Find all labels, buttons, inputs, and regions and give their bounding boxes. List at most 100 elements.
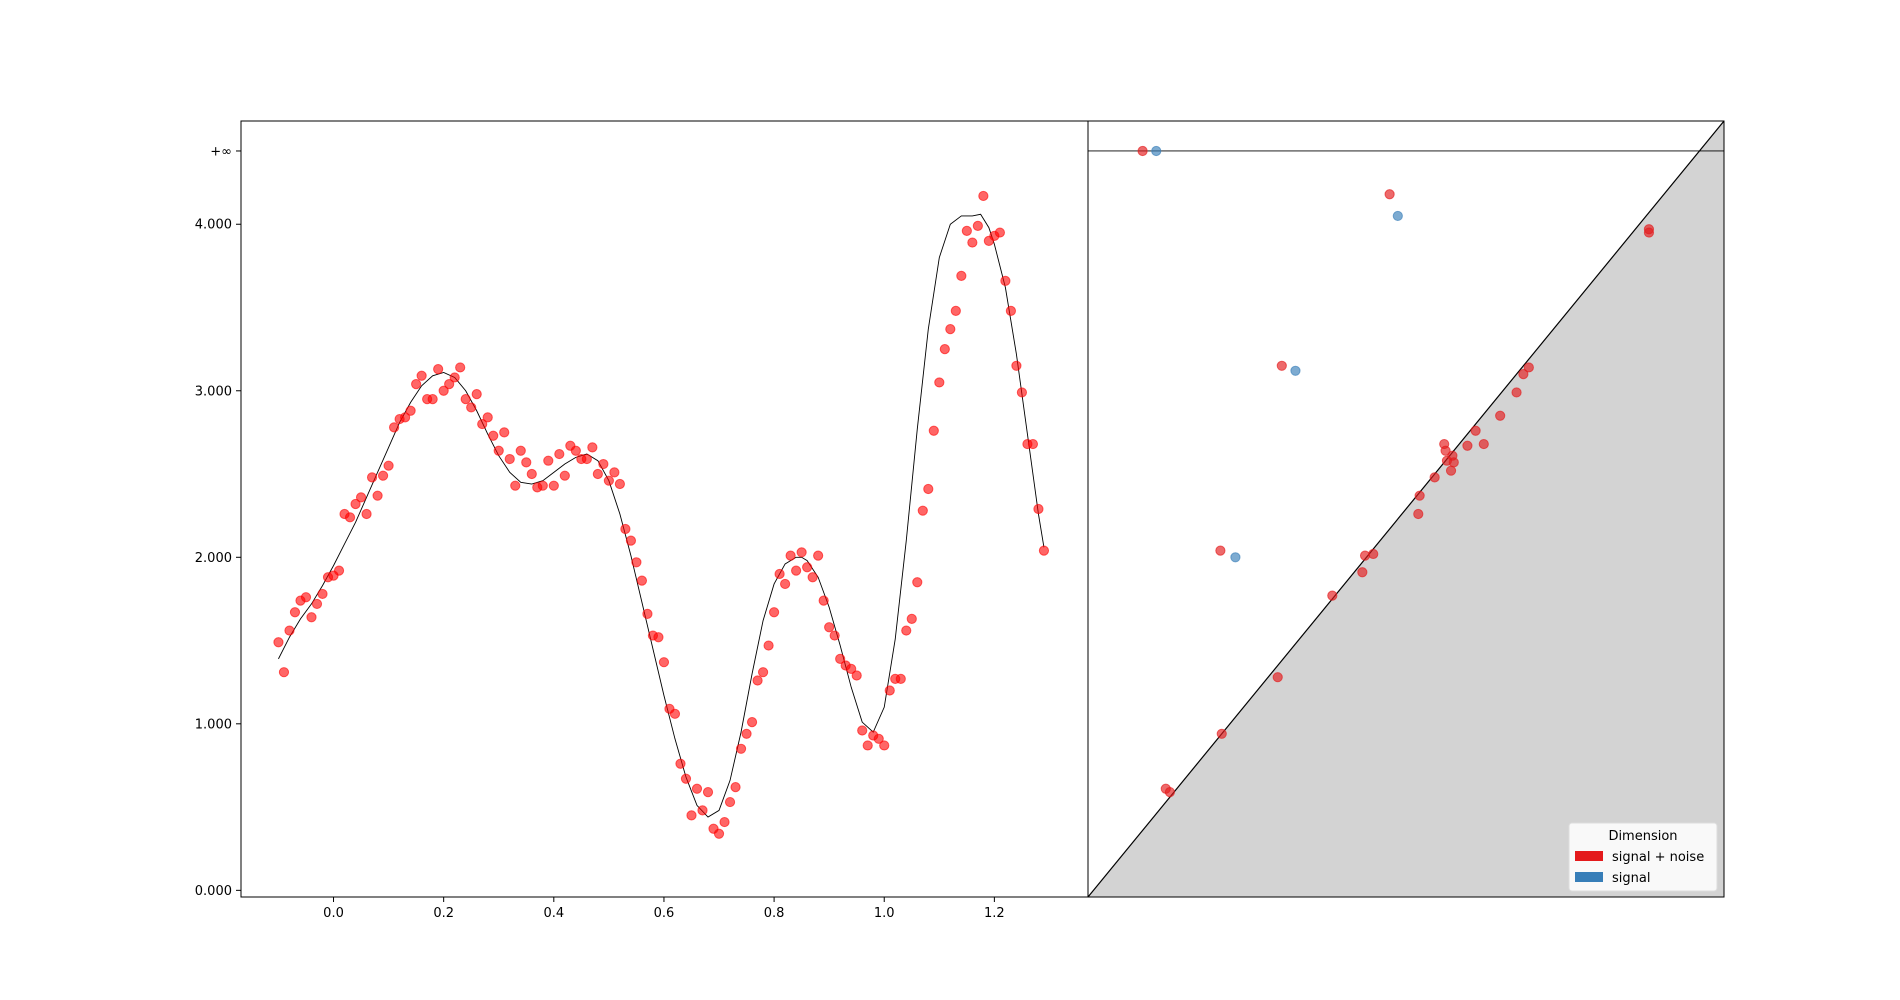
noisy-point bbox=[366, 472, 378, 483]
noisy-point bbox=[460, 393, 471, 405]
noisy-point bbox=[978, 190, 989, 202]
noisy-point bbox=[344, 512, 356, 523]
noisy-point bbox=[361, 508, 372, 520]
noisy-point bbox=[658, 657, 670, 668]
noisy-point bbox=[697, 805, 708, 816]
noisy-point bbox=[350, 498, 361, 510]
noisy-point bbox=[355, 492, 367, 503]
noisy-point bbox=[730, 781, 741, 793]
noisy-point bbox=[570, 445, 581, 456]
noisy-point bbox=[895, 673, 906, 684]
signal-point bbox=[1151, 145, 1162, 157]
noisy-point bbox=[829, 630, 840, 641]
noisy-point bbox=[389, 422, 400, 433]
signal-curve bbox=[278, 213, 1045, 818]
noisy-point bbox=[994, 227, 1005, 238]
signal-noise-point bbox=[1359, 550, 1371, 561]
x-axis-ticks: 0.0 0.2 0.4 0.6 0.8 1.0 1.2 bbox=[323, 897, 1005, 921]
noisy-point bbox=[967, 237, 978, 248]
diagonal-line bbox=[1088, 121, 1724, 897]
noisy-point bbox=[785, 550, 796, 561]
noisy-point bbox=[278, 667, 290, 678]
noisy-point bbox=[846, 663, 857, 674]
x-tick-label: 0.2 bbox=[433, 906, 454, 921]
noisy-point bbox=[702, 786, 714, 798]
noisy-point bbox=[289, 607, 301, 618]
noisy-point bbox=[482, 412, 493, 423]
legend-label-signal: signal bbox=[1612, 871, 1650, 886]
signal-noise-point bbox=[1518, 369, 1529, 380]
noisy-point bbox=[713, 828, 725, 839]
persistence-points-layer bbox=[1137, 145, 1655, 798]
noisy-point bbox=[625, 535, 637, 546]
noisy-point bbox=[680, 773, 692, 784]
noisy-point bbox=[537, 480, 548, 491]
noisy-point bbox=[273, 637, 284, 648]
noisy-point bbox=[444, 379, 455, 390]
legend: Dimension signal + noise signal bbox=[1568, 822, 1718, 892]
noisy-point bbox=[741, 728, 752, 739]
noisy-point bbox=[438, 385, 449, 396]
signal-curve-layer bbox=[278, 213, 1045, 818]
noisy-point bbox=[768, 607, 780, 618]
noisy-point bbox=[724, 796, 736, 808]
noisy-point bbox=[372, 490, 383, 501]
noisy-point bbox=[581, 453, 592, 465]
y-tick-label: +∞ bbox=[210, 144, 232, 159]
noisy-point bbox=[488, 430, 499, 441]
x-tick-label: 1.2 bbox=[984, 906, 1005, 921]
signal-noise-point bbox=[1462, 440, 1473, 451]
noisy-point bbox=[972, 220, 983, 232]
noisy-point bbox=[411, 379, 422, 390]
noisy-point bbox=[515, 445, 526, 456]
noisy-point bbox=[1000, 275, 1011, 286]
signal-noise-point bbox=[1429, 472, 1440, 483]
signal-noise-point bbox=[1440, 445, 1451, 456]
legend-box bbox=[1568, 822, 1718, 892]
noisy-point bbox=[311, 598, 323, 610]
legend-label-signal-noise: signal + noise bbox=[1612, 850, 1704, 865]
noisy-point bbox=[851, 670, 862, 681]
noisy-point bbox=[433, 364, 444, 375]
x-tick-label: 0.8 bbox=[764, 906, 785, 921]
legend-swatch-signal-noise bbox=[1575, 851, 1603, 861]
noisy-point bbox=[746, 717, 758, 728]
y-axis-ticks: 0.000 1.000 2.000 3.000 4.000 +∞ bbox=[195, 144, 241, 899]
noisy-point bbox=[796, 547, 807, 558]
noisy-point bbox=[642, 608, 653, 620]
noisy-point bbox=[587, 442, 598, 453]
noisy-point bbox=[1027, 438, 1039, 450]
signal-noise-point bbox=[1384, 189, 1395, 200]
noisy-point bbox=[719, 816, 730, 828]
signal-noise-point bbox=[1357, 567, 1368, 578]
y-tick-label: 3.000 bbox=[195, 384, 232, 399]
noisy-point bbox=[306, 612, 317, 623]
noisy-point bbox=[499, 427, 510, 438]
noisy-point bbox=[1011, 360, 1022, 371]
noisy-point bbox=[1038, 545, 1050, 556]
persistence-diagram-panel bbox=[1088, 121, 1724, 897]
signal-noise-point bbox=[1216, 728, 1227, 739]
noisy-point bbox=[383, 460, 394, 471]
noisy-point bbox=[879, 740, 890, 751]
signal-noise-point bbox=[1511, 387, 1522, 398]
noisy-point bbox=[636, 575, 648, 586]
noisy-point bbox=[548, 480, 559, 491]
noisy-point bbox=[956, 270, 967, 281]
signal-noise-point bbox=[1413, 508, 1424, 520]
signal-noise-point bbox=[1643, 227, 1655, 238]
noisy-point bbox=[923, 483, 934, 495]
signal-noise-point bbox=[1478, 438, 1489, 450]
noisy-point bbox=[675, 758, 686, 769]
noisy-point bbox=[669, 708, 681, 719]
signal-point bbox=[1230, 552, 1241, 563]
noisy-point bbox=[653, 632, 664, 643]
noisy-point bbox=[317, 588, 328, 600]
noisy-point bbox=[284, 625, 295, 636]
noisy-point bbox=[416, 370, 427, 381]
noisy-point bbox=[493, 445, 504, 456]
y-tick-label: 4.000 bbox=[195, 218, 232, 233]
noisy-point bbox=[835, 653, 846, 664]
noisy-point bbox=[631, 557, 642, 568]
